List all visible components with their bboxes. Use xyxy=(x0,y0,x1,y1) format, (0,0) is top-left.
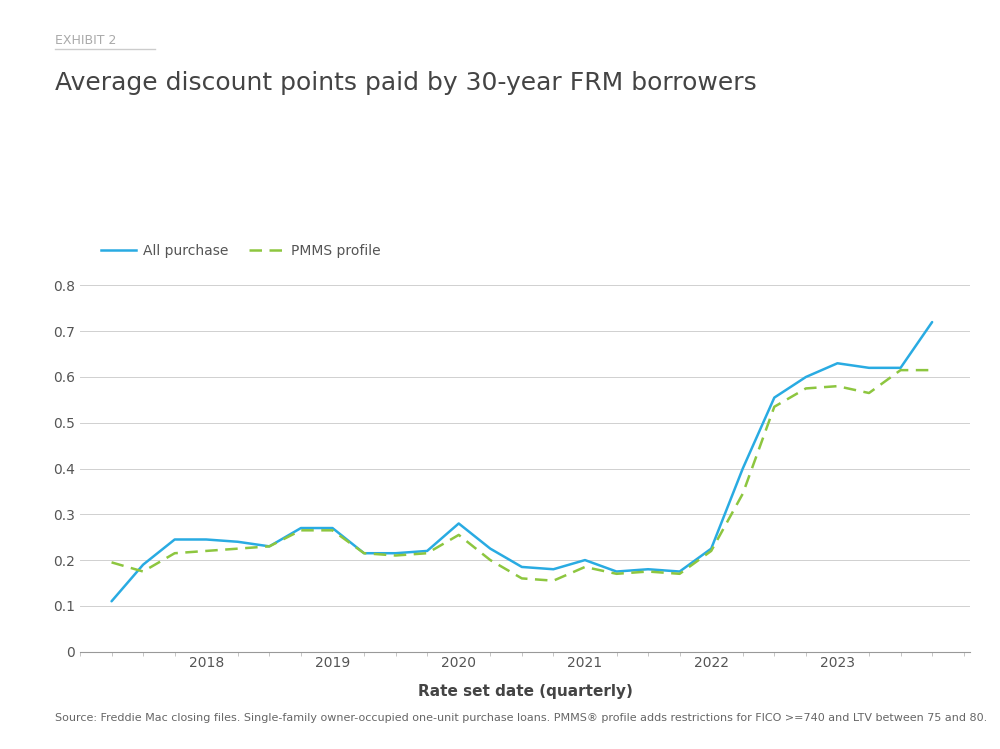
Text: Source: Freddie Mac closing files. Single-family owner-occupied one-unit purchas: Source: Freddie Mac closing files. Singl… xyxy=(55,713,987,723)
Text: Average discount points paid by 30-year FRM borrowers: Average discount points paid by 30-year … xyxy=(55,71,757,95)
Text: EXHIBIT 2: EXHIBIT 2 xyxy=(55,34,116,46)
Legend: All purchase, PMMS profile: All purchase, PMMS profile xyxy=(96,238,386,264)
X-axis label: Rate set date (quarterly): Rate set date (quarterly) xyxy=(418,685,632,700)
